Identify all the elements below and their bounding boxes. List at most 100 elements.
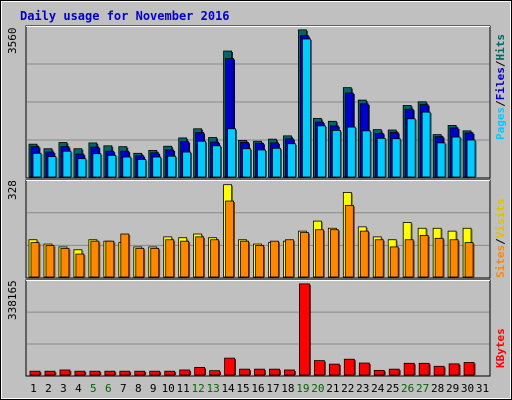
kbytes-bar <box>134 370 147 376</box>
day-label: 17 <box>266 382 279 395</box>
pages-bar <box>137 159 148 178</box>
sites-bar <box>449 239 460 278</box>
kbytes-panel-legend: KBytes <box>494 328 507 368</box>
day-axis-labels: 1 2 3 4 5 6 7 8 9 10 11 12 13 14 15 16 17 18 19 20 21 22 23 24 2… <box>30 382 489 395</box>
kbytes-bar <box>59 369 72 376</box>
panel-frame <box>25 279 491 377</box>
pages-bar <box>212 145 223 178</box>
day-label: 21 <box>326 382 339 395</box>
day-label: 9 <box>150 382 157 395</box>
pages-bar <box>466 139 477 178</box>
day-label: 8 <box>135 382 142 395</box>
pages-bar <box>197 140 208 178</box>
kbytes-bar <box>299 283 311 376</box>
sites-bar <box>359 230 370 278</box>
legend-pages: Pages <box>494 107 507 140</box>
pages-bar <box>391 138 402 178</box>
kbytes-bar <box>164 370 177 376</box>
kbytes-bar <box>209 370 222 376</box>
hits-panel-legend: Pages/Files/Hits <box>494 34 507 140</box>
pages-bar <box>167 155 178 178</box>
pages-bar <box>152 156 163 178</box>
pages-bar <box>182 151 193 178</box>
kbytes-bar <box>29 370 42 376</box>
sites-bar <box>225 200 235 278</box>
kbytes-bar <box>74 370 87 376</box>
pages-bar <box>122 156 133 178</box>
sites-bar <box>434 237 445 278</box>
pages-bar <box>287 143 297 178</box>
sites-bar <box>180 240 191 278</box>
day-label: 3 <box>60 382 67 395</box>
kbytes-bar <box>418 362 431 376</box>
kbytes-bar <box>343 358 356 376</box>
kbytes-bar <box>403 362 416 376</box>
sites-bar <box>270 240 280 278</box>
kbytes-bar <box>373 369 386 376</box>
day-label: 6 <box>105 382 112 395</box>
day-label: 19 <box>296 382 309 395</box>
sites-bar <box>75 253 86 278</box>
sites-bar <box>105 240 116 278</box>
pages-bar <box>361 130 372 178</box>
legend-separator: / <box>494 100 507 107</box>
hits-panel-ymax-label: 3560 <box>6 28 19 55</box>
sites-bar <box>374 239 385 278</box>
sites-bar <box>150 247 161 278</box>
sites-bar <box>419 235 430 278</box>
sites-bar <box>300 232 310 278</box>
day-label: 24 <box>371 382 385 395</box>
pages-bar <box>316 125 327 178</box>
pages-bar <box>92 153 103 178</box>
day-label: 25 <box>386 382 399 395</box>
chart-title: Daily usage for November 2016 <box>20 9 230 23</box>
kbytes-bar <box>358 362 371 376</box>
day-label: 30 <box>461 382 474 395</box>
kbytes-bar <box>179 369 192 376</box>
pages-bar <box>257 149 267 178</box>
kbytes-bar <box>328 363 341 376</box>
kbytes-bar <box>194 366 207 376</box>
pages-bar <box>451 136 462 178</box>
sites-bar <box>135 247 146 278</box>
pages-bar <box>331 130 342 178</box>
sites-bar <box>90 240 101 278</box>
kbytes-bar <box>313 360 326 376</box>
day-label: 2 <box>45 382 52 395</box>
legend-visits: Visits <box>494 199 507 239</box>
visits-sites-panel <box>25 179 491 279</box>
day-label: 28 <box>431 382 444 395</box>
sites-bar <box>240 240 250 278</box>
kbytes-bar <box>463 362 476 376</box>
sites-bar <box>60 247 71 278</box>
visits-panel-ymax-label: 328 <box>6 180 19 200</box>
sites-bar <box>255 245 265 278</box>
hits-files-pages-panel <box>25 25 491 179</box>
kbytes-bar <box>44 370 57 376</box>
kbytes-bar <box>388 368 401 376</box>
pages-bar <box>421 111 432 178</box>
day-label: 4 <box>75 382 82 395</box>
sites-bar <box>165 239 176 278</box>
pages-bar <box>436 142 447 178</box>
kbytes-panel <box>25 279 491 377</box>
day-label: 31 <box>476 382 489 395</box>
day-label: 27 <box>416 382 429 395</box>
day-label: 14 <box>221 382 235 395</box>
kbytes-bar <box>284 369 296 376</box>
day-label: 18 <box>281 382 294 395</box>
sites-bar <box>210 239 221 278</box>
kbytes-bar <box>119 370 132 376</box>
day-label: 26 <box>401 382 414 395</box>
day-label: 29 <box>446 382 459 395</box>
sites-bar <box>389 246 400 278</box>
kbytes-bar <box>433 365 446 376</box>
kbytes-bar <box>89 370 102 376</box>
kbytes-bar <box>269 368 281 376</box>
kbytes-bar <box>448 363 461 376</box>
kbytes-bar <box>149 370 162 376</box>
pages-bar <box>77 158 88 178</box>
day-label: 13 <box>206 382 219 395</box>
legend-separator: / <box>494 238 507 245</box>
